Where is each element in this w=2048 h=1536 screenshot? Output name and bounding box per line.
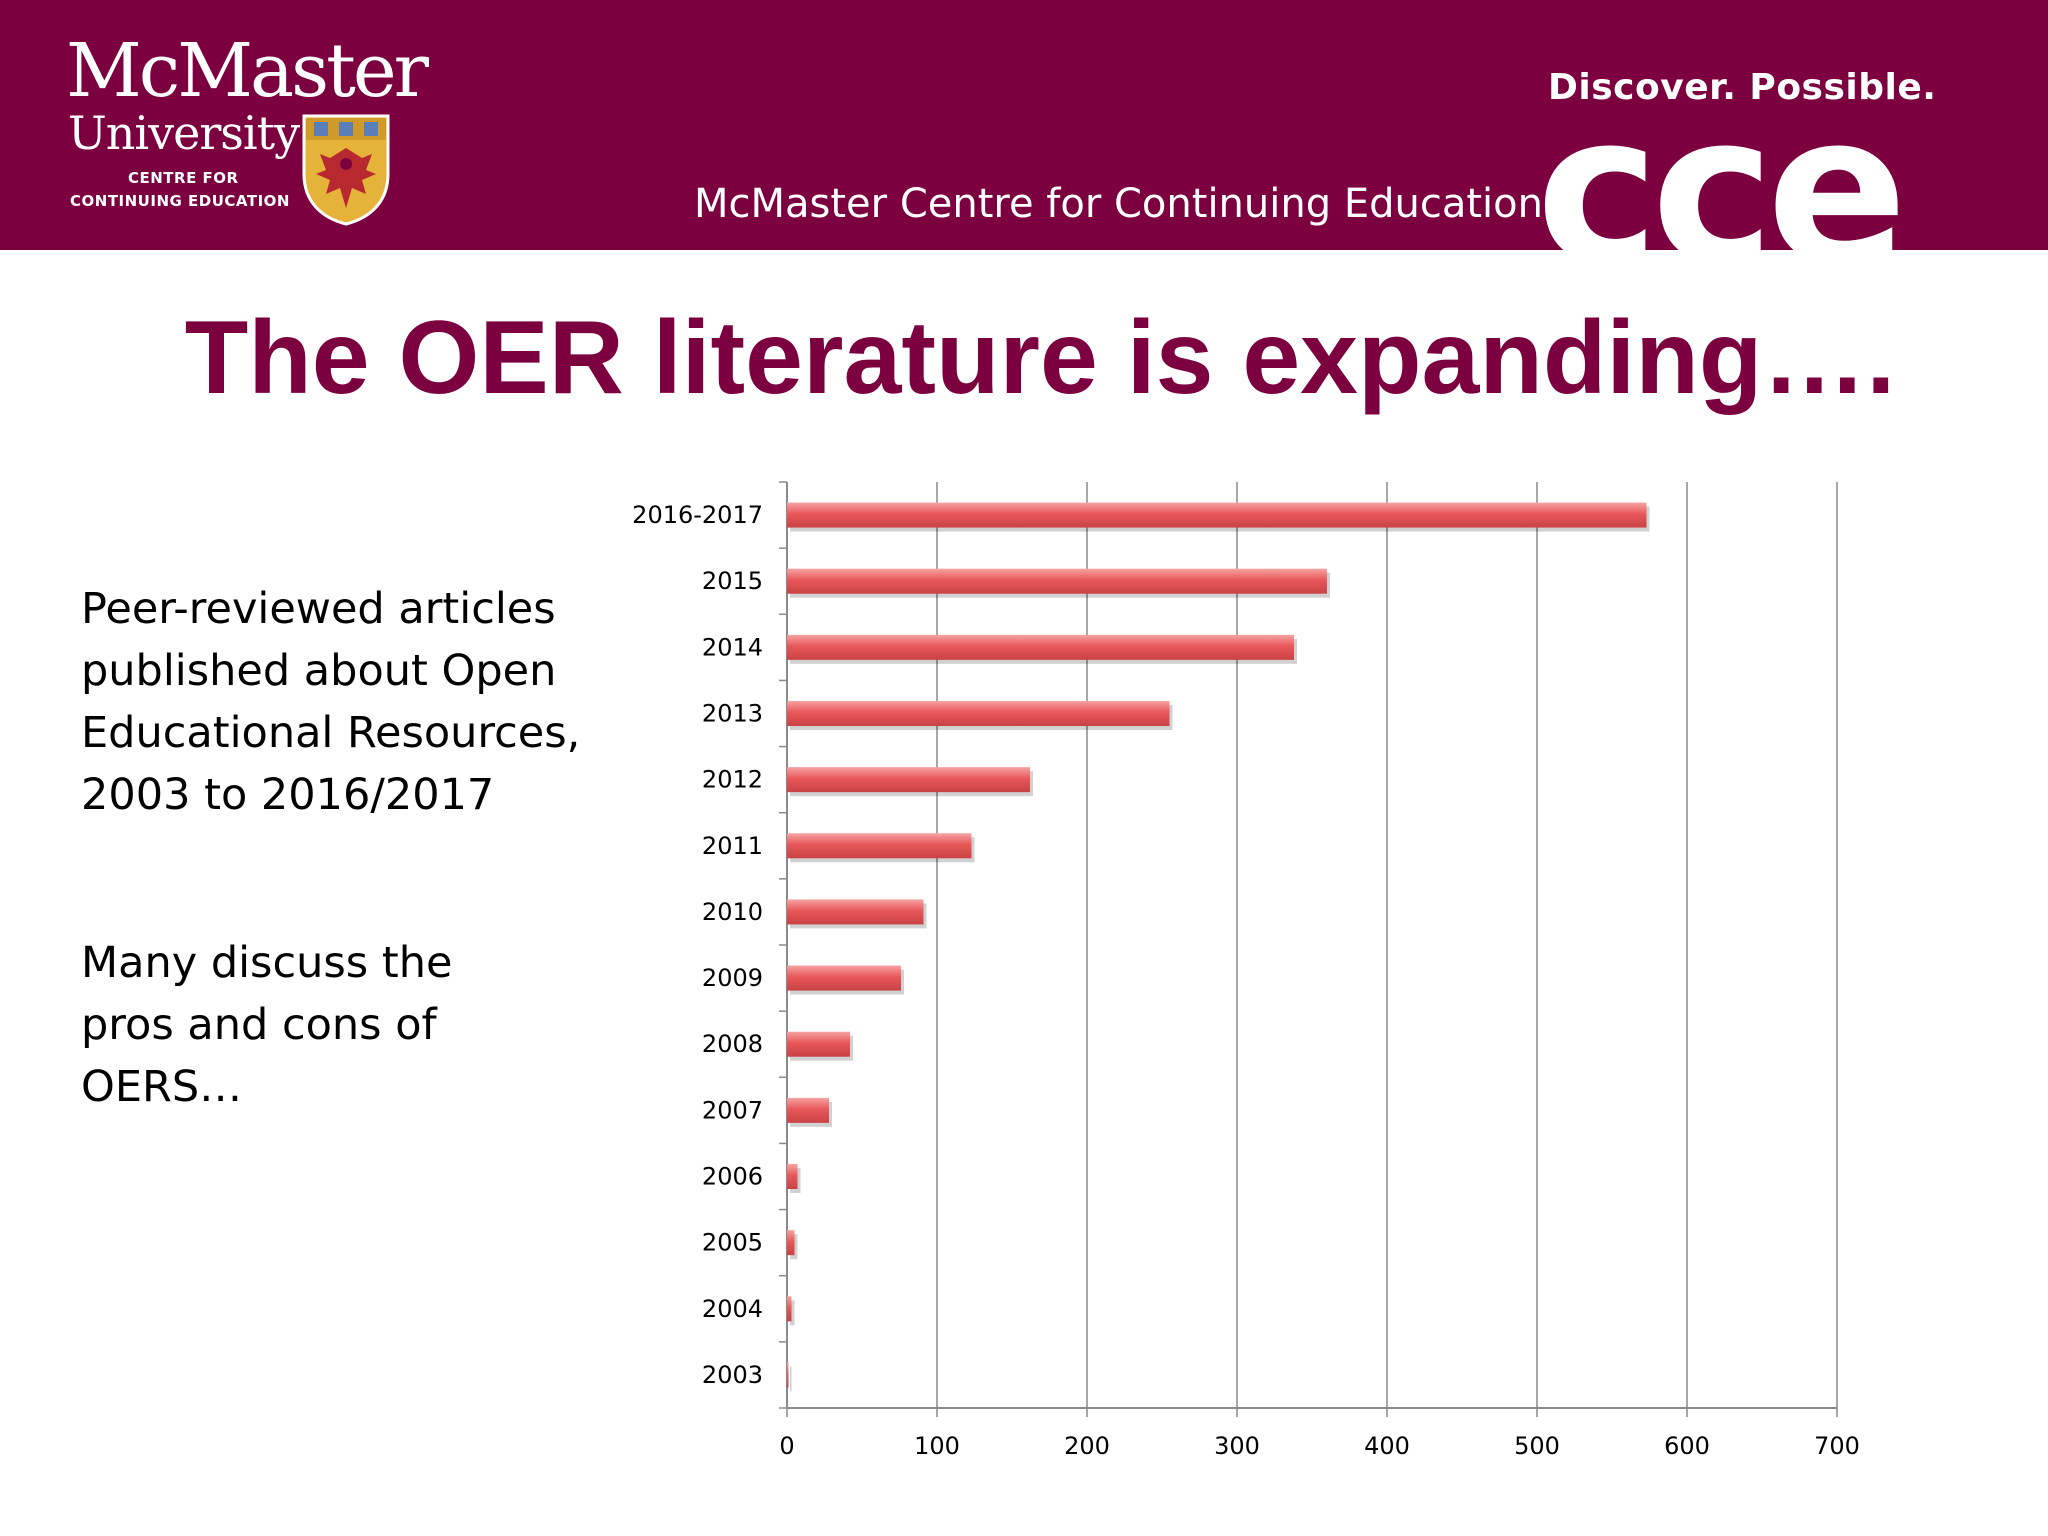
- slide-title: The OER literature is expanding….: [184, 300, 1896, 416]
- x-tick-label: 0: [779, 1432, 794, 1460]
- x-tick-label: 600: [1664, 1432, 1710, 1460]
- category-label: 2011: [702, 832, 763, 860]
- bar: [787, 1362, 789, 1388]
- bar: [787, 899, 924, 925]
- category-label: 2013: [702, 700, 763, 728]
- category-label: 2004: [702, 1295, 763, 1323]
- category-label: 2003: [702, 1361, 763, 1389]
- bar: [787, 1031, 850, 1057]
- category-label: 2008: [702, 1030, 763, 1058]
- discussion-line: pros and cons of: [81, 1000, 437, 1050]
- header-banner: McMaster University CENTRE FOR CONTINUIN…: [0, 0, 2048, 250]
- description-block: Peer-reviewed articles published about O…: [81, 578, 580, 826]
- category-label: 2015: [702, 567, 763, 595]
- discussion-block: Many discuss the pros and cons of OERS…: [81, 932, 452, 1118]
- bar: [787, 1164, 798, 1189]
- x-tick-label: 500: [1514, 1432, 1560, 1460]
- centre-name: McMaster Centre for Continuing Education: [694, 181, 1543, 227]
- discussion-line: Many discuss the: [81, 938, 453, 988]
- bar-shadow: [790, 1366, 792, 1392]
- logo-university-wordmark: University: [68, 106, 300, 160]
- tagline: Discover. Possible.: [1548, 67, 1937, 108]
- bar: [787, 1296, 792, 1322]
- cce-logo-text: cce: [1536, 105, 1908, 250]
- category-label: 2014: [702, 633, 763, 661]
- bar-shadow: [790, 1300, 795, 1326]
- bar: [787, 1097, 829, 1123]
- description-line: Peer-reviewed articles: [81, 584, 556, 634]
- bar: [787, 833, 972, 859]
- discussion-line: OERS…: [81, 1062, 243, 1112]
- bar: [787, 965, 901, 991]
- category-label: 2016-2017: [632, 501, 763, 529]
- bar: [787, 634, 1294, 660]
- x-tick-label: 300: [1214, 1432, 1260, 1460]
- logo-subtitle-line2: CONTINUING EDUCATION: [70, 192, 290, 210]
- x-tick-label: 100: [914, 1432, 960, 1460]
- x-tick-label: 700: [1814, 1432, 1860, 1460]
- category-label: 2012: [702, 766, 763, 794]
- category-label: 2007: [702, 1096, 763, 1124]
- bar: [787, 1230, 795, 1256]
- cce-logo: cce: [1536, 105, 1936, 250]
- category-label: 2005: [702, 1229, 763, 1257]
- description-line: published about Open: [81, 646, 557, 696]
- logo-subtitle-line1: CENTRE FOR: [128, 169, 239, 187]
- x-tick-label: 400: [1364, 1432, 1410, 1460]
- category-label: 2009: [702, 964, 763, 992]
- category-label: 2010: [702, 898, 763, 926]
- description-line: Educational Resources,: [81, 708, 581, 758]
- crest-icon: [302, 114, 390, 226]
- logo-mcmaster-wordmark: McMaster: [66, 28, 429, 114]
- description-line: 2003 to 2016/2017: [81, 770, 495, 820]
- bar: [787, 767, 1030, 793]
- bar: [787, 568, 1327, 594]
- bar: [787, 502, 1647, 528]
- bar: [787, 701, 1170, 726]
- category-label: 2006: [702, 1163, 763, 1191]
- x-tick-label: 200: [1064, 1432, 1110, 1460]
